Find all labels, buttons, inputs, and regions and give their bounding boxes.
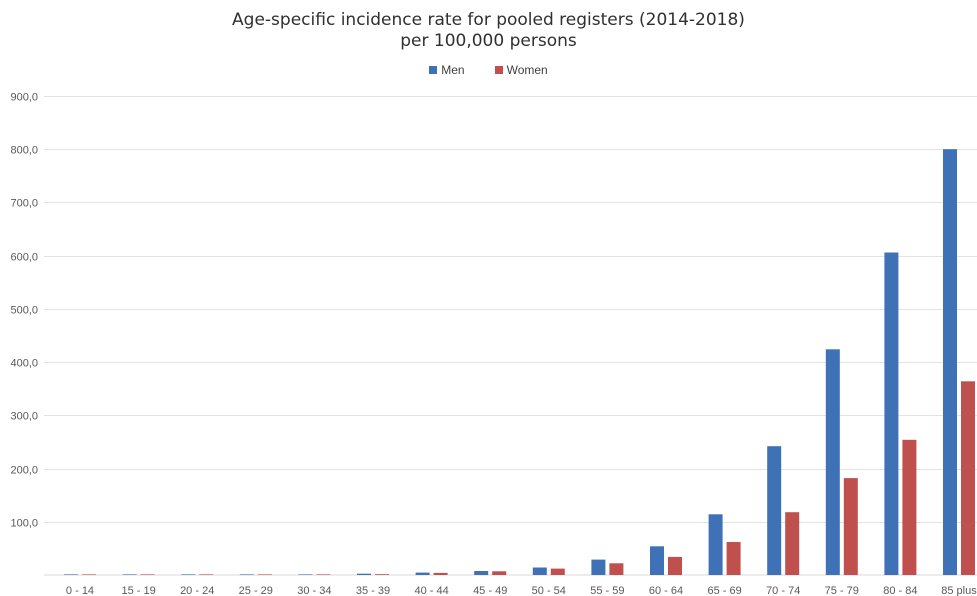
- bar-women-15: [961, 381, 975, 575]
- x-tick-label: 25 - 29: [239, 585, 273, 596]
- bar-men-15: [943, 149, 957, 575]
- bar-men-4: [298, 574, 313, 575]
- y-axis-ticks: 100,0 200,0 300,0 400,0 500,0 600,0 700,0 800,0…: [10, 92, 38, 530]
- bar-women-14: [902, 439, 917, 575]
- bar-men-2: [181, 574, 196, 575]
- legend-item-women: Women: [494, 63, 548, 77]
- bar-women-11: [726, 542, 741, 575]
- bar-men-0: [64, 574, 78, 575]
- y-tick-label: 900,0: [10, 92, 38, 104]
- bar-men-7: [474, 571, 489, 575]
- bar-women-6: [433, 572, 448, 575]
- bar-women-4: [316, 574, 331, 575]
- y-tick-label: 100,0: [10, 518, 38, 530]
- legend-label-men: Men: [441, 63, 465, 77]
- y-tick-label: 500,0: [10, 305, 38, 317]
- x-tick-label: 30 - 34: [297, 585, 331, 596]
- bar-men-3: [239, 574, 254, 575]
- bar-women-10: [668, 556, 682, 575]
- bar-men-10: [650, 546, 664, 575]
- chart-subtitle: per 100,000 persons: [400, 31, 577, 51]
- y-tick-label: 300,0: [10, 411, 38, 423]
- x-tick-label: 45 - 49: [473, 585, 507, 596]
- y-tick-label: 400,0: [10, 358, 38, 370]
- x-tick-label: 40 - 44: [414, 585, 448, 596]
- legend-swatch-women: [494, 66, 503, 74]
- bar-men-12: [767, 446, 782, 575]
- bar-men-11: [708, 514, 723, 575]
- legend-swatch-men: [429, 66, 438, 74]
- x-tick-label: 70 - 74: [766, 585, 800, 596]
- bar-men-6: [415, 572, 430, 575]
- x-axis-ticks: 0 - 14 15 - 19 20 - 24 25 - 29 30 - 34 35 - 3…: [66, 585, 977, 596]
- x-tick-label: 35 - 39: [356, 585, 390, 596]
- legend: Men Women: [0, 63, 977, 77]
- bar-women-8: [550, 568, 565, 575]
- bar-women-12: [785, 512, 800, 575]
- x-tick-label: 60 - 64: [649, 585, 683, 596]
- gridlines: [44, 96, 977, 576]
- bar-women-1: [140, 574, 155, 575]
- bar-men-9: [591, 559, 606, 575]
- legend-label-women: Women: [506, 63, 548, 77]
- y-tick-label: 700,0: [10, 198, 38, 210]
- bar-women-3: [257, 574, 272, 575]
- x-tick-label: 50 - 54: [532, 585, 566, 596]
- bar-women-5: [375, 574, 389, 575]
- bar-men-8: [532, 567, 547, 575]
- y-tick-label: 600,0: [10, 252, 38, 264]
- x-tick-label: 85 plus: [941, 585, 977, 596]
- x-tick-label: 55 - 59: [590, 585, 624, 596]
- bar-women-13: [843, 478, 858, 575]
- bar-women-7: [492, 571, 507, 575]
- bar-men-13: [825, 349, 840, 575]
- y-tick-label: 200,0: [10, 465, 38, 477]
- bar-women-9: [609, 563, 624, 575]
- y-tick-label: 800,0: [10, 145, 38, 157]
- x-tick-label: 15 - 19: [121, 585, 155, 596]
- x-tick-label: 20 - 24: [180, 585, 214, 596]
- bar-men-14: [884, 252, 899, 575]
- x-tick-label: 80 - 84: [883, 585, 917, 596]
- x-tick-label: 65 - 69: [707, 585, 741, 596]
- bar-men-5: [357, 573, 371, 575]
- bar-women-0: [82, 574, 96, 575]
- bar-women-2: [199, 574, 214, 575]
- bar-men-1: [122, 574, 137, 575]
- x-tick-label: 75 - 79: [825, 585, 859, 596]
- legend-item-men: Men: [429, 63, 465, 77]
- bars: [64, 149, 975, 575]
- chart-title: Age-specific incidence rate for pooled r…: [232, 10, 745, 30]
- x-tick-label: 0 - 14: [66, 585, 94, 596]
